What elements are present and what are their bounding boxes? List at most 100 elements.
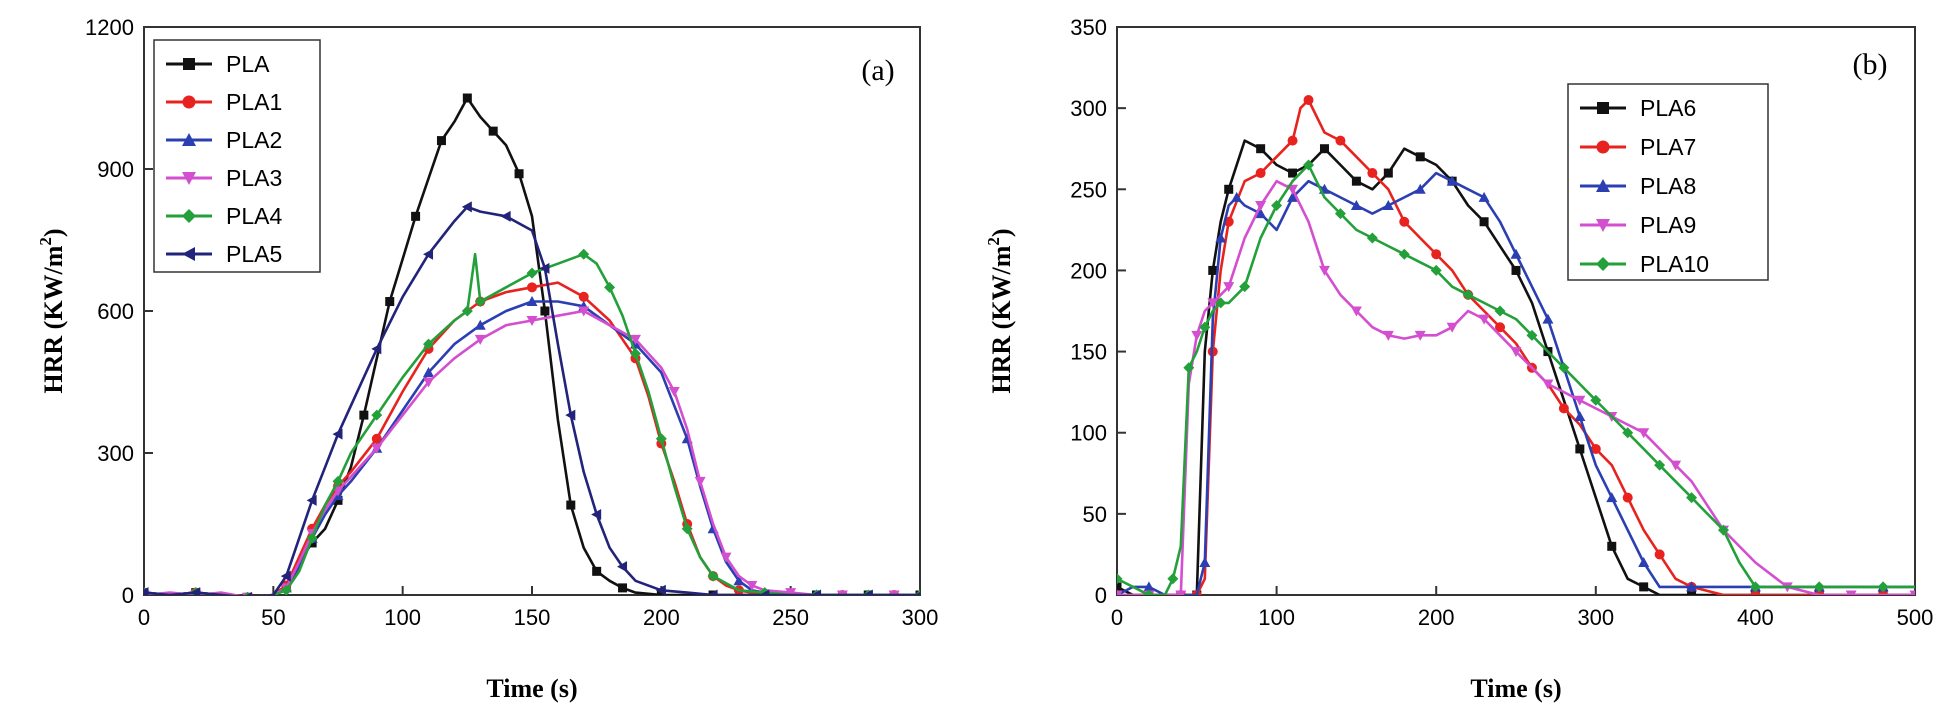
data-point-pla4 [681,523,693,535]
data-point-pla5 [591,509,602,521]
panel-label-b: (b) [1853,48,1888,81]
data-point-pla6 [1479,217,1489,227]
data-point-pla6 [1351,176,1361,186]
legend-label-pla3: PLA3 [226,165,282,191]
data-point-pla10 [1117,573,1123,585]
data-point-pla9 [1223,282,1235,293]
data-point-pla7 [1399,216,1410,227]
data-point-pla5 [759,589,770,595]
series-group-a [144,93,920,595]
data-point-pla3 [371,443,383,454]
data-point-pla5 [617,561,628,573]
series-line-pla5 [144,205,920,595]
data-point-pla8 [1686,581,1698,592]
data-point-pla10 [1558,362,1570,374]
data-point-pla [618,583,628,593]
data-point-pla7 [1335,135,1346,146]
data-point-pla6 [1639,582,1649,592]
data-point-pla8 [1414,183,1426,194]
data-point-pla2 [733,575,745,586]
axis-ticks-b: 0 100 200 300 400 500 0 50 100 150 200 250 300 350 [1070,15,1933,630]
y-tick-label: 50 [1083,502,1107,527]
x-tick-label: 0 [138,605,150,630]
data-point-pla8 [1215,232,1227,243]
y-tick-label: 300 [97,441,134,466]
data-point-pla3 [694,476,706,487]
data-point-pla3 [785,588,797,595]
data-point-pla7 [1255,168,1266,179]
legend-label-pla4: PLA4 [226,203,282,229]
data-point-pla5 [280,570,291,582]
data-point-pla5 [914,591,920,595]
x-tick-label: 300 [1577,605,1614,630]
data-point-pla8 [1350,200,1362,211]
data-point-pla7 [1303,95,1314,106]
data-point-pla4 [423,338,435,350]
data-point-pla4 [474,296,486,308]
data-point-pla10 [1430,264,1442,276]
legend-marker-pla5 [182,247,195,261]
x-tick-label: 50 [261,605,285,630]
x-tick-label: 250 [772,605,809,630]
panel-a: 0 50 100 150 200 250 300 0 300 600 900 1200 (a) Tim… [36,15,938,703]
data-point-pla [540,306,550,316]
y-tick-label: 150 [1070,340,1107,365]
data-point-pla9 [1207,298,1219,309]
data-point-pla8 [1231,191,1243,202]
data-point-pla10 [1590,394,1602,406]
y-axis-title-main-a: HRR (KW/m [39,245,68,393]
data-point-pla8 [1382,200,1394,211]
data-point-pla [514,169,524,179]
data-point-pla4 [655,433,667,445]
data-point-pla8 [1510,248,1522,259]
data-point-pla10 [1143,589,1155,595]
legend-label-pla1: PLA1 [226,89,282,115]
data-point-pla8 [1143,581,1155,592]
data-point-pla9 [1117,590,1123,595]
data-point-pla9 [1478,314,1490,325]
panel-label-a: (a) [861,54,894,87]
x-tick-label: 200 [643,605,680,630]
data-point-pla [359,410,369,420]
data-point-pla10 [1749,581,1761,593]
data-point-pla6 [1607,541,1617,551]
data-point-pla8 [1574,410,1586,421]
data-point-pla5 [539,262,550,274]
y-tick-label: 900 [97,157,134,182]
legend-marker-pla6 [1597,102,1609,114]
data-point-pla8 [1542,313,1554,324]
data-point-pla10 [1877,581,1889,593]
y-tick-label: 0 [122,583,134,608]
data-point-pla9 [1670,460,1682,471]
data-point-pla [436,136,446,146]
x-axis-title-a: Time (s) [486,674,577,703]
legend-label-pla6: PLA6 [1640,95,1696,121]
data-point-pla9 [1350,306,1362,317]
legend-label-pla: PLA [226,51,270,77]
x-axis-title-b: Time (s) [1470,674,1561,703]
data-point-pla6 [1256,144,1266,154]
data-point-pla4 [629,348,641,360]
data-point-pla8 [1199,557,1211,568]
legend-marker-pla3 [182,172,196,185]
data-point-pla5 [862,589,873,595]
y-tick-label: 0 [1095,583,1107,608]
data-point-pla [411,211,421,221]
data-point-pla10 [1622,427,1634,439]
data-point-pla10 [1167,573,1179,585]
data-point-pla6 [1687,590,1697,595]
y-axis-title-b: HRR (KW/m2) [984,228,1016,393]
data-point-pla1 [527,282,537,293]
plot-frame-b [1116,26,1916,596]
data-point-pla6 [1117,582,1122,592]
legend-marker-pla2 [182,133,196,146]
data-point-pla9 [1909,590,1915,595]
data-point-pla10 [1813,581,1825,593]
x-tick-label: 100 [1258,605,1295,630]
data-point-pla5 [144,587,149,595]
legend-marker-pla9 [1596,219,1610,232]
y-axis-title-close-b: ) [987,228,1016,237]
data-point-pla5 [461,201,472,213]
data-point-pla [385,297,395,307]
